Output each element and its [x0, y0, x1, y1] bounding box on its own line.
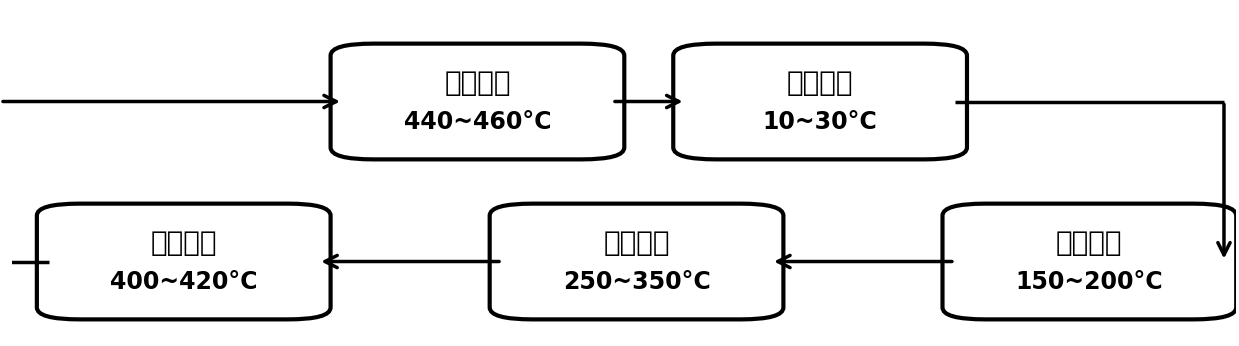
- Text: 10~30°C: 10~30°C: [763, 110, 877, 134]
- Text: 气化温区: 气化温区: [150, 229, 217, 257]
- Text: 150~200°C: 150~200°C: [1016, 270, 1163, 294]
- Text: 液化温区: 液化温区: [787, 69, 854, 97]
- FancyBboxPatch shape: [943, 204, 1237, 319]
- Text: 桥联温区: 桥联温区: [603, 229, 670, 257]
- FancyBboxPatch shape: [37, 204, 331, 319]
- FancyBboxPatch shape: [489, 204, 783, 319]
- FancyBboxPatch shape: [673, 44, 966, 160]
- FancyBboxPatch shape: [331, 44, 624, 160]
- Text: 250~350°C: 250~350°C: [563, 270, 710, 294]
- Text: 400~420°C: 400~420°C: [110, 270, 258, 294]
- Text: 掺混温区: 掺混温区: [1056, 229, 1123, 257]
- Text: 440~460°C: 440~460°C: [404, 110, 551, 134]
- Text: 重排温区: 重排温区: [445, 69, 510, 97]
